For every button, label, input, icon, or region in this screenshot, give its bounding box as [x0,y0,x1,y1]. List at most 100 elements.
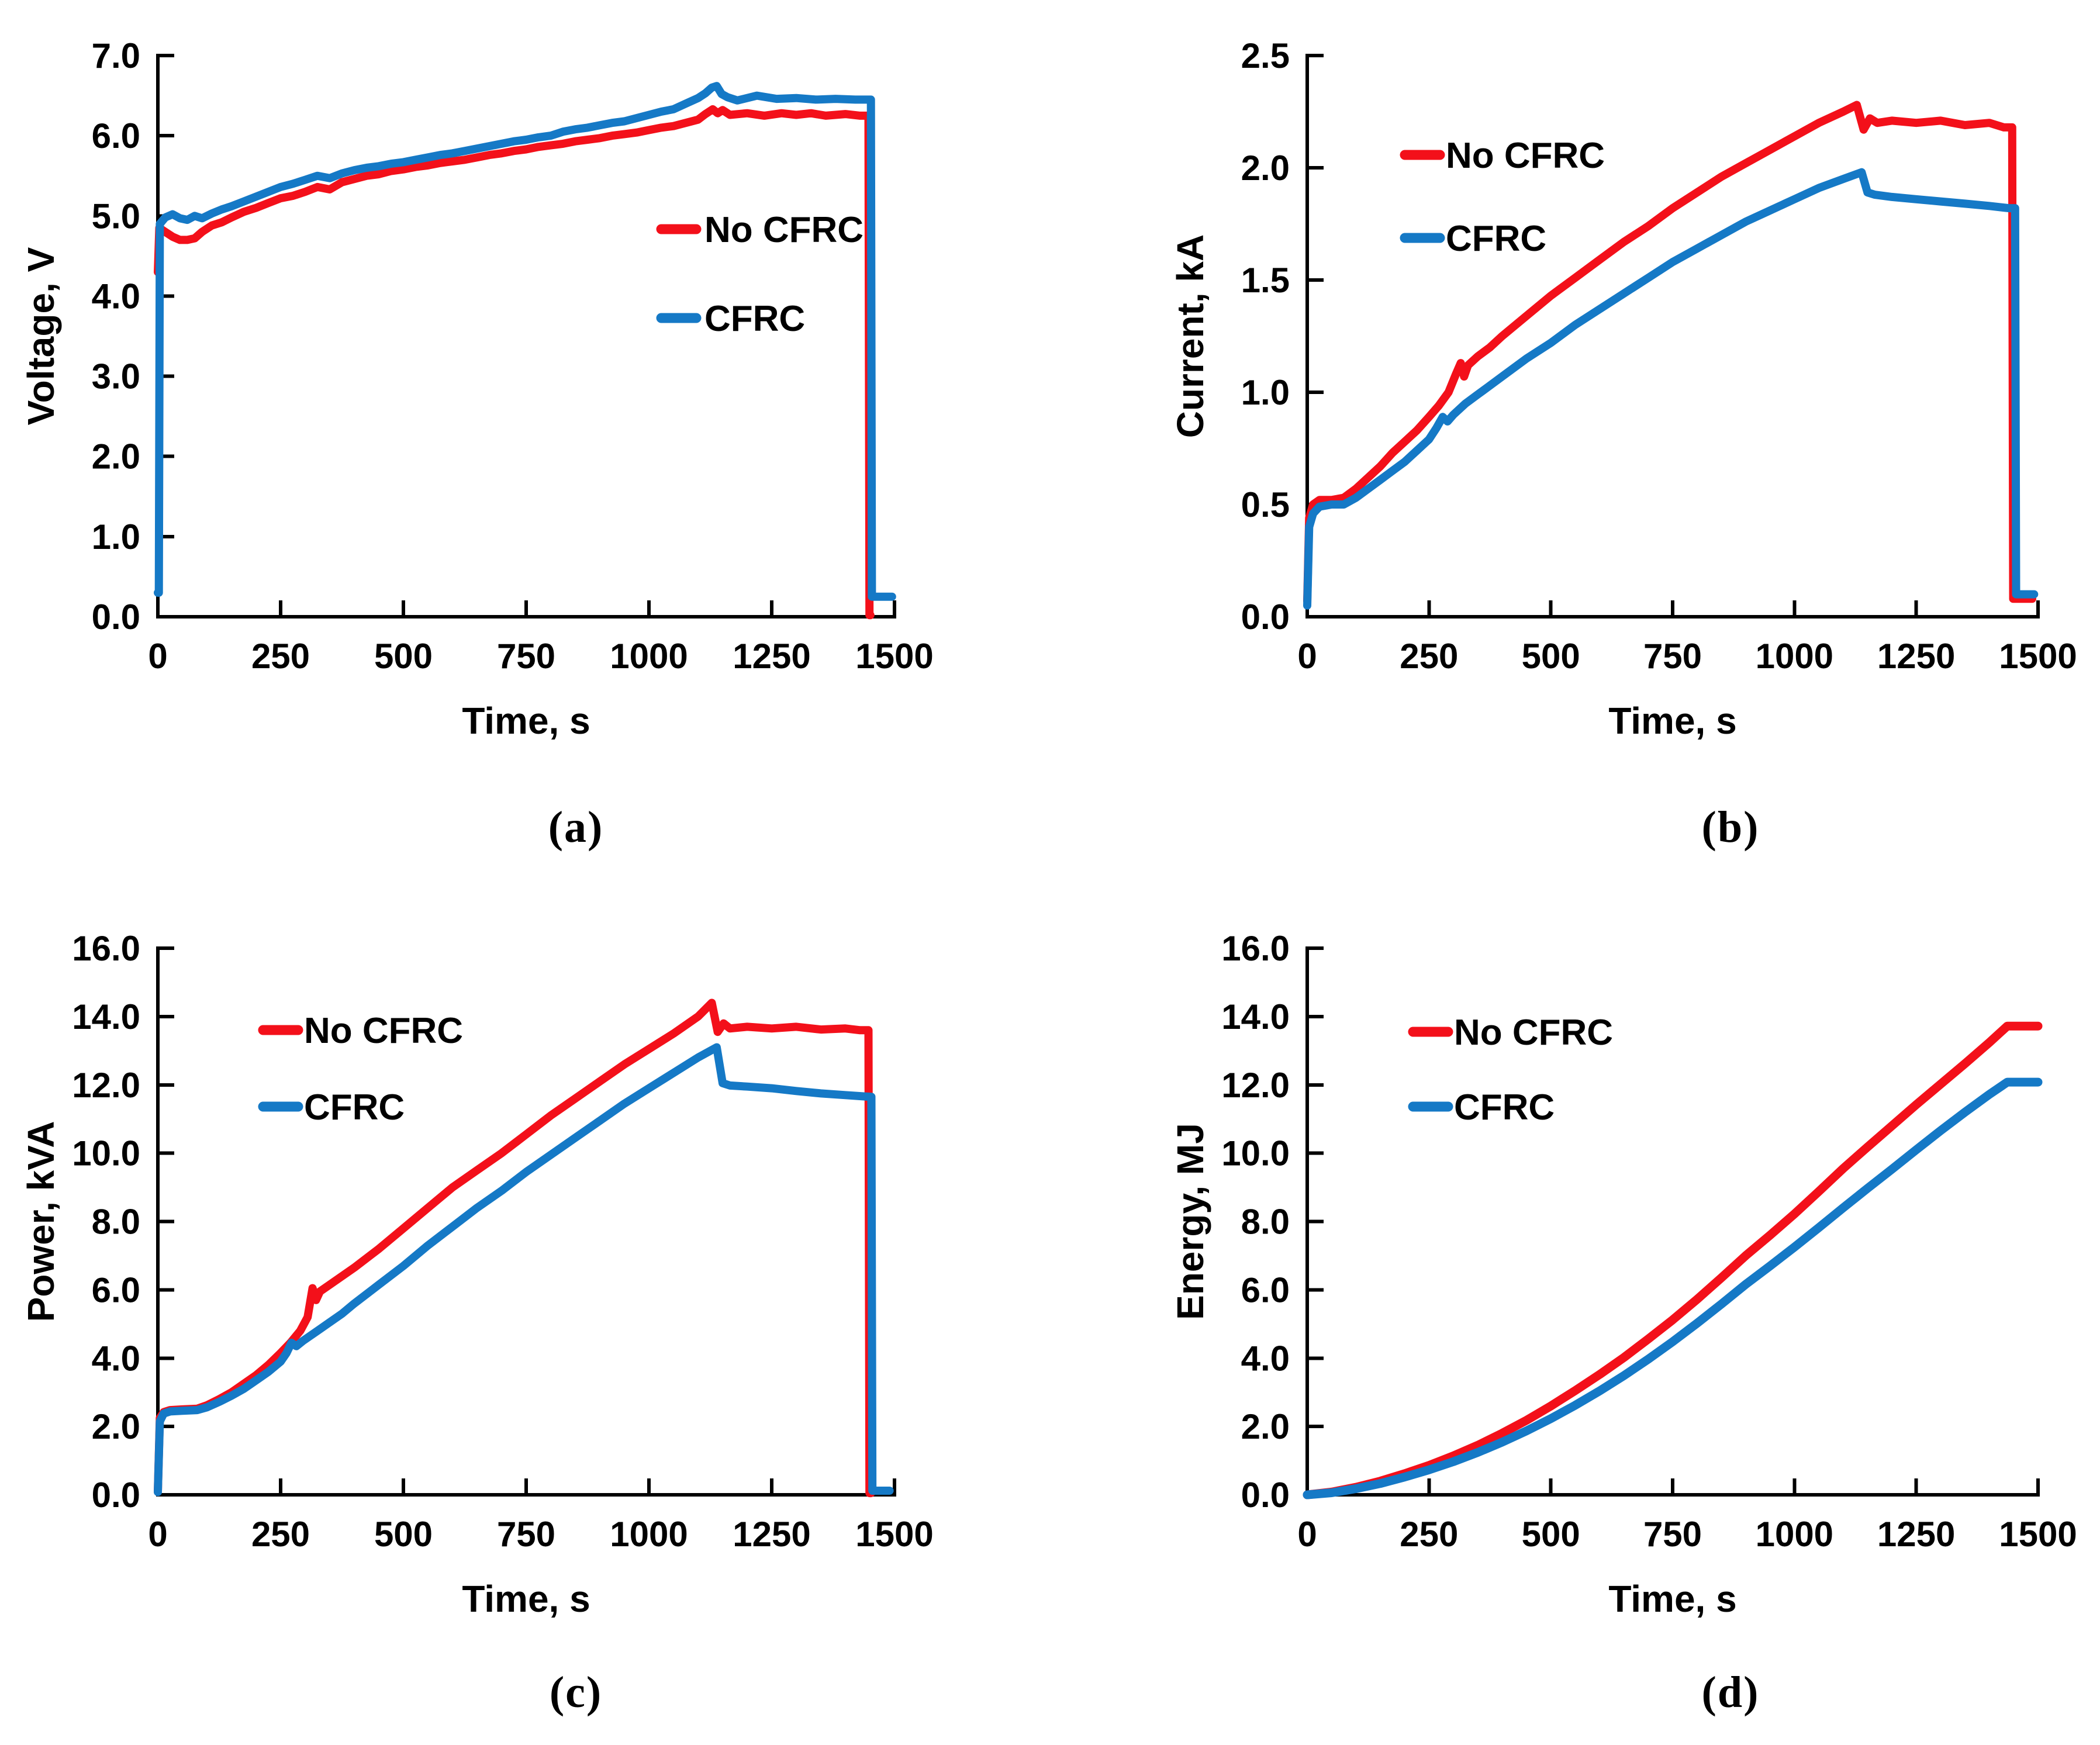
x-tick-label: 750 [1643,637,1702,676]
x-tick-label: 750 [497,1515,555,1554]
y-tick-label: 4.0 [92,277,140,316]
legend-label-cfrc: CFRC [1446,219,1546,259]
series-line-no_cfrc [154,998,875,1498]
y-tick-label: 2.0 [92,437,140,476]
x-tick-label: 750 [1643,1515,1702,1554]
y-tick-label: 0.0 [1241,597,1290,637]
legend-label-cfrc: CFRC [304,1087,405,1128]
y-tick-label: 12.0 [72,1066,140,1105]
y-tick-label: 3.0 [92,357,140,396]
x-tick-label: 1500 [855,637,933,676]
legend-label-no_cfrc: No CFRC [704,210,864,250]
panel-c-power: 0 250 500 750 1000 1250 1500 0.0 2.0 4.0 6.0 8.0 10.… [0,906,1050,1684]
y-tick-label: 0.0 [1241,1476,1290,1515]
y-tick-label: 8.0 [1241,1203,1290,1242]
x-axis-title: Time, s [1608,700,1736,742]
series-line-cfrc [154,82,896,601]
x-tick-label: 250 [1400,1515,1458,1554]
y-tick-label: 2.0 [92,1407,140,1446]
y-tick-label: 6.0 [92,1270,140,1309]
y-tick-label: 4.0 [1241,1339,1290,1378]
x-tick-label: 1500 [1999,637,2077,676]
y-axis-title: Energy, MJ [1169,1123,1211,1320]
x-tick-label: 500 [374,1515,433,1554]
y-tick-label: 2.0 [1241,148,1290,188]
x-tick-label: 500 [1522,1515,1580,1554]
y-tick-label: 4.0 [92,1339,140,1378]
x-tick-label: 0 [148,1515,167,1554]
x-tick-label: 1500 [855,1515,933,1554]
tick-labels: 0 250 500 750 1000 1250 1500 0.0 0.5 1.0 1.5 2.0 2.5 [1241,36,2077,676]
y-tick-label: 5.0 [92,196,140,236]
y-tick-label: 1.5 [1241,261,1290,300]
power-time-chart: 0 250 500 750 1000 1250 1500 0.0 2.0 4.0 6.0 8.0 10.… [20,929,934,1620]
x-tick-label: 750 [497,637,555,676]
y-tick-label: 16.0 [1221,929,1290,968]
x-tick-label: 250 [1400,637,1458,676]
voltage-time-chart: 0 250 500 750 1000 1250 1500 0.0 1.0 2.0 3.0 4.0 5.0… [20,36,934,742]
series-line-no_cfrc [1303,101,2036,606]
y-tick-label: 6.0 [92,116,140,156]
y-tick-label: 14.0 [1221,997,1290,1036]
x-tick-label: 1000 [610,1515,688,1554]
legend-label-no_cfrc: No CFRC [1446,136,1605,176]
y-tick-label: 14.0 [72,997,140,1036]
axes [1305,946,2040,1497]
series-line-cfrc [154,1043,894,1497]
x-tick-label: 0 [148,637,167,676]
y-axis-title: Voltage, V [20,247,62,425]
tick-labels: 0 250 500 750 1000 1250 1500 0.0 2.0 4.0 6.0 8.0 10.… [72,929,934,1554]
x-tick-label: 0 [1297,1515,1317,1554]
x-tick-label: 250 [251,637,310,676]
series-line-cfrc [1303,168,2039,610]
x-tick-label: 1250 [733,1515,810,1554]
legend-label-cfrc: CFRC [1454,1087,1555,1128]
y-tick-label: 10.0 [1221,1134,1290,1173]
series-line-cfrc [1303,1077,2043,1499]
legend: No CFRC CFRC [258,1011,463,1128]
legend: No CFRC CFRC [1408,1013,1613,1128]
legend-label-no_cfrc: No CFRC [304,1011,463,1051]
x-tick-label: 500 [1522,637,1580,676]
x-tick-label: 1250 [1877,1515,1955,1554]
x-axis-title: Time, s [1608,1578,1736,1620]
y-tick-label: 12.0 [1221,1066,1290,1105]
x-tick-label: 500 [374,637,433,676]
y-tick-label: 10.0 [72,1134,140,1173]
y-tick-label: 6.0 [1241,1270,1290,1309]
x-axis-title: Time, s [462,700,590,742]
panel-b-current: 0 250 500 750 1000 1250 1500 0.0 0.5 1.0 1.5 2.0 2.5… [1050,0,2100,778]
x-tick-label: 1000 [1756,1515,1833,1554]
y-tick-label: 8.0 [92,1203,140,1242]
y-tick-label: 0.0 [92,1476,140,1515]
legend: No CFRC CFRC [1400,136,1605,259]
tick-labels: 0 250 500 750 1000 1250 1500 0.0 2.0 4.0 6.0 8.0 10.… [1221,929,2077,1554]
panel-d-energy: 0 250 500 750 1000 1250 1500 0.0 2.0 4.0 6.0 8.0 10.… [1050,906,2100,1684]
x-tick-label: 0 [1297,637,1317,676]
axes [156,946,896,1497]
tick-labels: 0 250 500 750 1000 1250 1500 0.0 1.0 2.0 3.0 4.0 5.0… [92,36,934,676]
y-tick-label: 2.5 [1241,36,1290,75]
caption-b: (b) [1701,803,1760,852]
current-time-chart: 0 250 500 750 1000 1250 1500 0.0 0.5 1.0 1.5 2.0 2.5… [1169,36,2077,742]
y-tick-label: 0.0 [92,597,140,637]
y-tick-label: 2.0 [1241,1407,1290,1446]
y-tick-label: 1.0 [1241,373,1290,412]
series-line-no_cfrc [1303,1021,2043,1499]
energy-time-chart: 0 250 500 750 1000 1250 1500 0.0 2.0 4.0 6.0 8.0 10.… [1169,929,2077,1620]
legend: No CFRC CFRC [656,210,864,339]
y-tick-label: 16.0 [72,929,140,968]
legend-label-no_cfrc: No CFRC [1454,1013,1613,1053]
x-tick-label: 1250 [733,637,810,676]
x-tick-label: 1250 [1877,637,1955,676]
x-tick-label: 250 [251,1515,310,1554]
series-line-no_cfrc [154,105,875,620]
caption-d: (d) [1701,1668,1760,1717]
x-tick-label: 1000 [1756,637,1833,676]
x-tick-label: 1500 [1999,1515,2077,1554]
panel-a-voltage: 0 250 500 750 1000 1250 1500 0.0 1.0 2.0 3.0 4.0 5.0… [0,0,1050,778]
caption-c: (c) [549,1668,603,1717]
y-axis-title: Current, kA [1169,234,1211,438]
y-axis-title: Power, kVA [20,1121,62,1322]
